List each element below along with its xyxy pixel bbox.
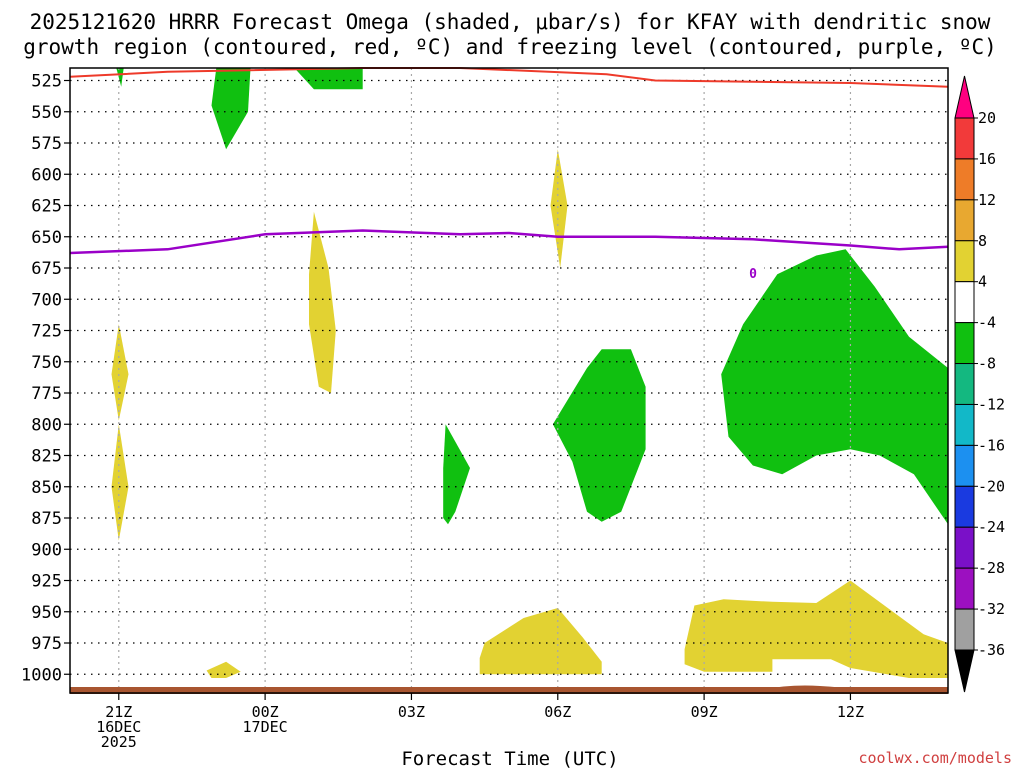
x-tick-label-1-0: 00Z: [252, 703, 279, 721]
ground-bump: [760, 685, 860, 690]
y-tick-label-8: 725: [31, 322, 62, 342]
colorbar-segment-3: [954, 240, 975, 283]
colorbar-segment-1: [954, 158, 975, 201]
dgz-contour-line: [69, 67, 949, 88]
omega-positive-regions: [111, 149, 948, 678]
y-tick-label-15: 900: [31, 540, 62, 560]
credit-text: coolwx.com/models: [858, 749, 1012, 767]
omega-pos-region-5: [684, 580, 948, 678]
colorbar-label-6: -8: [978, 355, 996, 373]
chart-title-line2: growth region (contoured, red, ºC) and f…: [23, 35, 997, 59]
y-tick-label-9: 750: [31, 353, 62, 373]
y-tick-label-12: 825: [31, 447, 62, 467]
contour-label-bg: [742, 264, 764, 282]
grid-lines: [70, 68, 948, 693]
colorbar-segment-7: [954, 403, 975, 446]
colorbar-label-11: -28: [978, 559, 1005, 577]
colorbar-label-1: 16: [978, 150, 996, 168]
x-axis-label: Forecast Time (UTC): [401, 748, 618, 768]
colorbar-segment-6: [954, 363, 975, 405]
y-tick-label-18: 975: [31, 634, 62, 654]
y-tick-label-13: 850: [31, 478, 62, 498]
freezing-level-contour-label: 0: [749, 267, 757, 282]
omega-neg-region-0: [211, 68, 251, 150]
colorbar: 20 16 12 8 4 -4 -8 -12 -16 -20 -24 -28 -32 -36: [954, 75, 1005, 693]
omega-pos-region-3: [550, 149, 568, 268]
colorbar-segment-4: [954, 281, 975, 324]
colorbar-segment-5: [954, 322, 975, 365]
x-tick-label-5-0: 12Z: [837, 703, 864, 721]
colorbar-label-7: -12: [978, 395, 1005, 413]
colorbar-bottom-arrow: [954, 649, 975, 693]
y-tick-label-2: 575: [31, 134, 62, 154]
colorbar-top-arrow: [954, 75, 975, 119]
plot-frame: [69, 67, 949, 694]
colorbar-segment-8: [954, 444, 975, 487]
omega-pos-region-0: [111, 324, 129, 421]
colorbar-label-5: -4: [978, 314, 996, 332]
y-axis: 525 550 575 600 625 650 675 700 725 750 775 800 825 8…: [21, 72, 70, 685]
x-tick-label-0-1: 16DEC: [96, 718, 141, 736]
chart-title-line1: 2025121620 HRRR Forecast Omega (shaded, …: [30, 10, 991, 34]
y-tick-label-4: 625: [31, 197, 62, 217]
y-tick-label-14: 875: [31, 509, 62, 529]
y-tick-label-1: 550: [31, 103, 62, 123]
y-tick-label-0: 525: [31, 72, 62, 92]
colorbar-label-4: 4: [978, 273, 987, 291]
x-tick-label-0-0: 21Z: [105, 703, 132, 721]
omega-neg-region-2: [116, 68, 124, 87]
ground-strip: [70, 687, 948, 694]
x-tick-label-0-2: 2025: [101, 733, 137, 751]
colorbar-label-2: 12: [978, 191, 996, 209]
colorbar-label-10: -24: [978, 518, 1005, 536]
plot-area: 0: [69, 67, 949, 694]
x-tick-label-2-0: 03Z: [398, 703, 425, 721]
y-tick-label-3: 600: [31, 165, 62, 185]
colorbar-segment-10: [954, 526, 975, 569]
omega-neg-region-1: [294, 68, 363, 90]
y-tick-label-19: 1000: [21, 665, 62, 685]
colorbar-segment-12: [954, 608, 975, 651]
colorbar-segment-9: [954, 485, 975, 528]
colorbar-segment-11: [954, 567, 975, 610]
colorbar-label-12: -32: [978, 600, 1005, 618]
omega-pos-region-1: [111, 424, 129, 541]
x-tick-label-4-0: 09Z: [691, 703, 718, 721]
colorbar-segment-0: [954, 117, 975, 160]
omega-pos-region-2: [309, 211, 336, 393]
colorbar-segment-2: [954, 199, 975, 242]
y-tick-label-5: 650: [31, 228, 62, 248]
y-tick-label-7: 700: [31, 290, 62, 310]
freezing-level-line: [69, 229, 949, 255]
y-tick-label-6: 675: [31, 259, 62, 279]
omega-pos-region-4: [479, 608, 602, 675]
x-tick-label-1-1: 17DEC: [243, 718, 288, 736]
colorbar-label-13: -36: [978, 641, 1005, 659]
colorbar-label-3: 8: [978, 232, 987, 250]
colorbar-label-9: -20: [978, 477, 1005, 495]
omega-neg-region-4: [552, 349, 646, 522]
x-tick-label-3-0: 06Z: [544, 703, 571, 721]
y-tick-label-11: 800: [31, 415, 62, 435]
y-tick-label-10: 775: [31, 384, 62, 404]
colorbar-label-8: -16: [978, 436, 1005, 454]
y-tick-label-16: 925: [31, 572, 62, 592]
y-tick-label-17: 950: [31, 603, 62, 623]
colorbar-label-0: 20: [978, 109, 996, 127]
omega-neg-region-3: [443, 424, 470, 525]
